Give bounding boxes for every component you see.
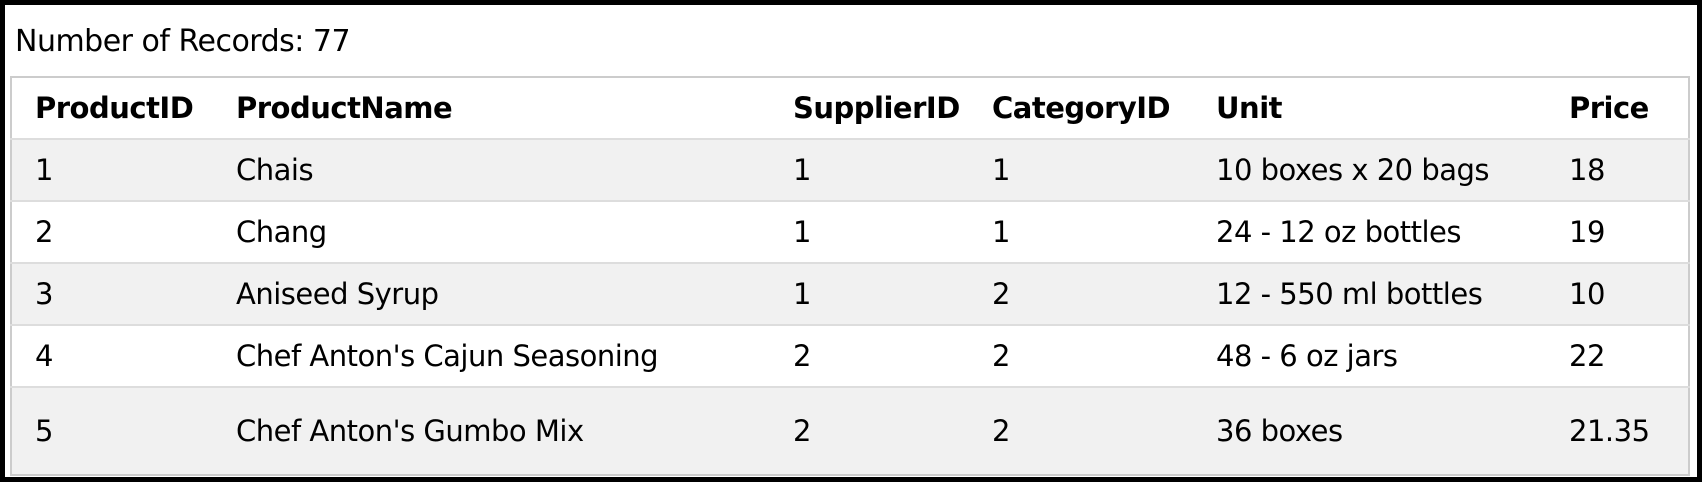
table-cell: 36 boxes	[1216, 414, 1343, 448]
table-row: 4 Chef Anton's Cajun Seasoning 2 2 48 - 6 oz…	[11, 325, 1689, 388]
table-cell: 3	[11, 263, 213, 326]
column-header: Unit	[1193, 77, 1546, 140]
column-header: ProductID	[11, 77, 213, 140]
table-cell: 1	[969, 139, 1193, 202]
table-cell: Chef Anton's Cajun Seasoning	[213, 325, 770, 388]
table-cell: 2	[793, 414, 811, 448]
table-cell: 2	[992, 414, 1010, 448]
table-cell: 48 - 6 oz jars	[1193, 325, 1546, 388]
table-cell: Chef Anton's Gumbo Mix	[236, 414, 584, 448]
table-cell: 1	[11, 139, 213, 202]
table-cell: 1	[969, 201, 1193, 264]
table-row: 5 Chef Anton's Gumbo Mix 2 2 36 boxes 21.35	[11, 387, 1689, 475]
table-cell: 12 - 550 ml bottles	[1193, 263, 1546, 326]
table-cell: 2	[11, 201, 213, 264]
table-cell: 22	[1546, 325, 1689, 388]
table-cell: 10 boxes x 20 bags	[1193, 139, 1546, 202]
record-count-label: Number of Records: 77	[15, 24, 351, 59]
table-row: 3 Aniseed Syrup 1 2 12 - 550 ml bottles 10	[11, 263, 1689, 326]
table-cell: 21.35	[1569, 414, 1650, 448]
table-cell: 1	[770, 263, 969, 326]
table-cell: 2	[969, 325, 1193, 388]
table-cell: 10	[1546, 263, 1689, 326]
table-cell: Chang	[213, 201, 770, 264]
table-row: 1 Chais 1 1 10 boxes x 20 bags 18	[11, 139, 1689, 202]
table-cell: Aniseed Syrup	[213, 263, 770, 326]
table-cell: 18	[1546, 139, 1689, 202]
table-cell: 1	[770, 201, 969, 264]
table-cell: 2	[770, 325, 969, 388]
products-table: ProductID ProductName SupplierID CategoryID…	[10, 76, 1690, 476]
table-cell: 1	[770, 139, 969, 202]
column-header: Price	[1546, 77, 1689, 140]
table-cell: 4	[11, 325, 213, 388]
table-cell: 24 - 12 oz bottles	[1193, 201, 1546, 264]
table-header-row: ProductID ProductName SupplierID CategoryID…	[11, 77, 1689, 140]
table-cell: 5	[35, 414, 53, 448]
column-header: CategoryID	[969, 77, 1193, 140]
table-cell: 2	[969, 263, 1193, 326]
column-header: ProductName	[213, 77, 770, 140]
result-content: Number of Records: 77 ProductID ProductNa…	[5, 24, 1697, 476]
table-cell: 19	[1546, 201, 1689, 264]
table-body: 1 Chais 1 1 10 boxes x 20 bags 18 2 Chang 1 1 24 -…	[11, 139, 1689, 475]
table-cell: Chais	[213, 139, 770, 202]
table-row: 2 Chang 1 1 24 - 12 oz bottles 19	[11, 201, 1689, 264]
column-header: SupplierID	[770, 77, 969, 140]
